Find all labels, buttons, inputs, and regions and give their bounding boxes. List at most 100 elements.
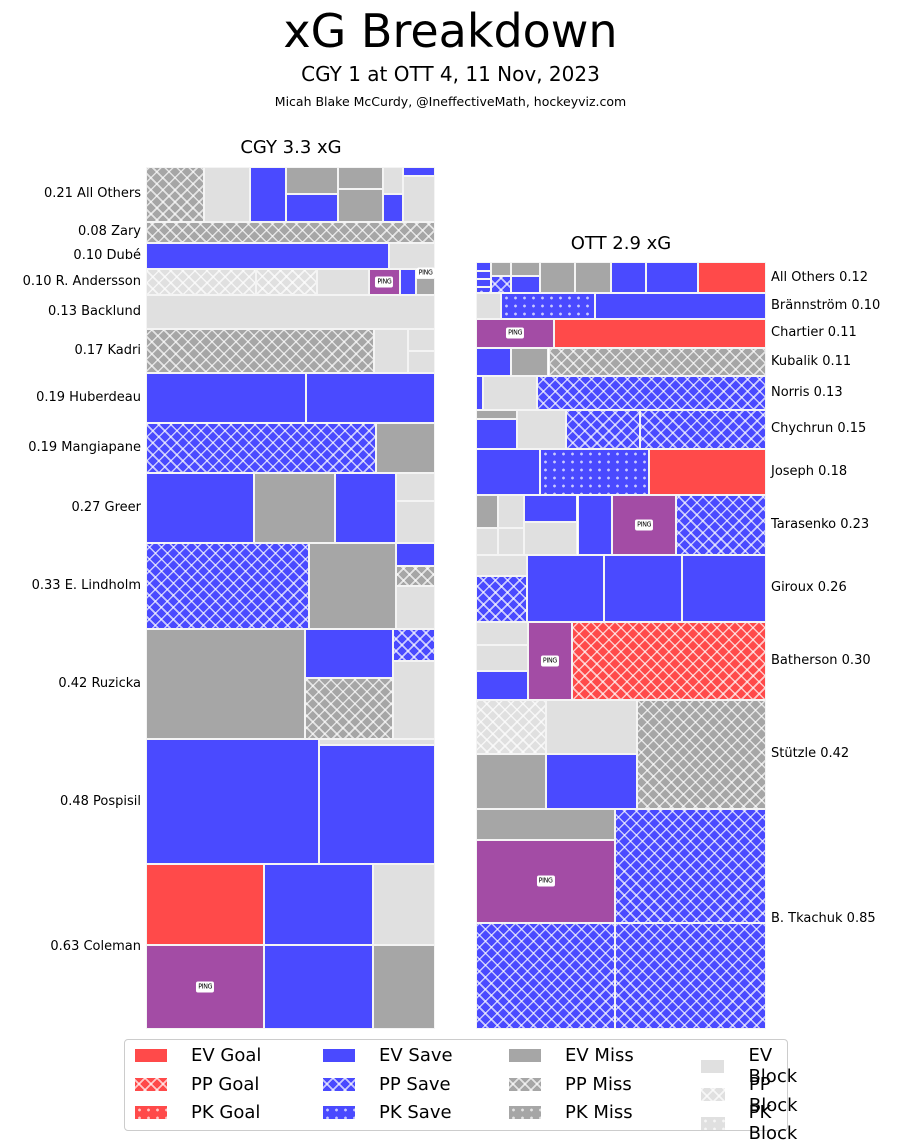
shot-block [372,864,435,946]
shot-block [565,409,640,449]
player-row [146,167,435,222]
legend-item: PP Block [701,1074,806,1116]
shot-block [612,495,677,555]
shot-block [146,739,320,865]
legend-label: PK Miss [565,1102,633,1123]
player-label: All Others 0.12 [771,269,869,285]
shot-block [264,945,373,1029]
shot-block [500,293,595,319]
shot-block [393,629,435,662]
player-label: B. Tkachuk 0.85 [771,910,876,926]
player-row [146,472,435,544]
shot-block [548,347,766,376]
shot-block [476,839,616,924]
shot-block [203,167,251,222]
player-row: PING PING [146,267,435,295]
ping-label: PING [196,981,215,993]
player-row [146,328,435,374]
player-row [146,422,435,473]
shot-block [610,262,646,294]
shot-block [476,644,529,672]
shot-block [594,293,766,319]
player-label: 0.13 Backlund [48,303,141,319]
player-row [476,554,766,623]
shot-block [146,328,375,374]
shot-block [338,188,383,222]
chart-title: xG Breakdown [283,4,618,58]
legend-label: PK Goal [191,1102,261,1123]
shot-block [615,808,766,924]
shot-block [393,661,435,740]
player-row [146,294,435,329]
shot-block [255,268,317,295]
ping-label: PING [536,875,555,887]
player-label: Tarasenko 0.23 [771,517,870,532]
shot-block [577,495,613,555]
shot-block [648,448,766,496]
shot-block [476,419,517,449]
shot-block [476,923,616,1029]
legend-item: PP Save [323,1074,451,1095]
legend-swatch [509,1077,541,1091]
cgy-panel-title: CGY 3.3 xG [240,137,342,158]
player-row [146,629,435,740]
shot-block [476,622,529,645]
shot-block [523,495,578,523]
shot-block [306,373,435,423]
legend-item: EV Miss [509,1045,634,1066]
shot-block [526,554,604,623]
legend-label: EV Save [379,1045,453,1066]
player-label: 0.48 Pospisil [59,793,141,809]
player-label: 0.17 Kadri [74,343,141,359]
shot-block [476,671,529,700]
shot-block [639,409,766,449]
shot-block [676,495,766,555]
shot-block [304,677,394,740]
player-row [476,699,766,809]
shot-block [476,699,546,755]
player-label: Brännström 0.10 [771,298,881,314]
player-label: 0.42 Ruzicka [58,676,141,692]
legend-item: PP Goal [135,1074,259,1095]
shot-block [368,268,401,295]
shot-block [510,275,540,294]
shot-block [476,409,517,420]
shot-block [403,176,435,222]
shot-block [490,262,511,276]
player-row [146,373,435,423]
shot-block [545,754,637,809]
legend-item: PK Save [323,1102,452,1123]
shot-block [476,271,491,280]
shot-block [372,945,435,1029]
shot-block [286,194,339,222]
shot-block [603,554,682,623]
player-label: 0.08 Zary [78,224,141,240]
chart-credit: Micah Blake McCurdy, @IneffectiveMath, h… [274,94,627,109]
shot-block [395,543,435,566]
player-row: PING [476,622,766,700]
player-label: 0.63 Coleman [50,938,141,954]
player-label: 0.27 Greer [71,499,141,515]
player-row [476,376,766,410]
legend-item: PP Miss [509,1074,632,1095]
chart-subtitle: CGY 1 at OTT 4, 11 Nov, 2023 [301,62,600,86]
shot-block [250,167,287,222]
legend-swatch [701,1088,725,1101]
legend-label: PK Block [748,1102,798,1144]
shot-block [146,629,305,740]
legend-label: PK Save [379,1102,452,1123]
shot-block [476,286,491,294]
player-label: Batherson 0.30 [771,653,871,669]
shot-block [510,347,549,376]
player-label: 0.33 E. Lindholm [31,578,141,594]
shot-block [146,294,435,329]
shot-block [395,500,435,544]
shot-block [681,554,766,623]
shot-block [309,543,396,630]
ping-label: PING [416,267,435,279]
shot-block [316,268,369,295]
shot-block [523,522,578,555]
shot-block [382,194,404,222]
shot-block [539,448,649,496]
shot-block [539,262,575,294]
